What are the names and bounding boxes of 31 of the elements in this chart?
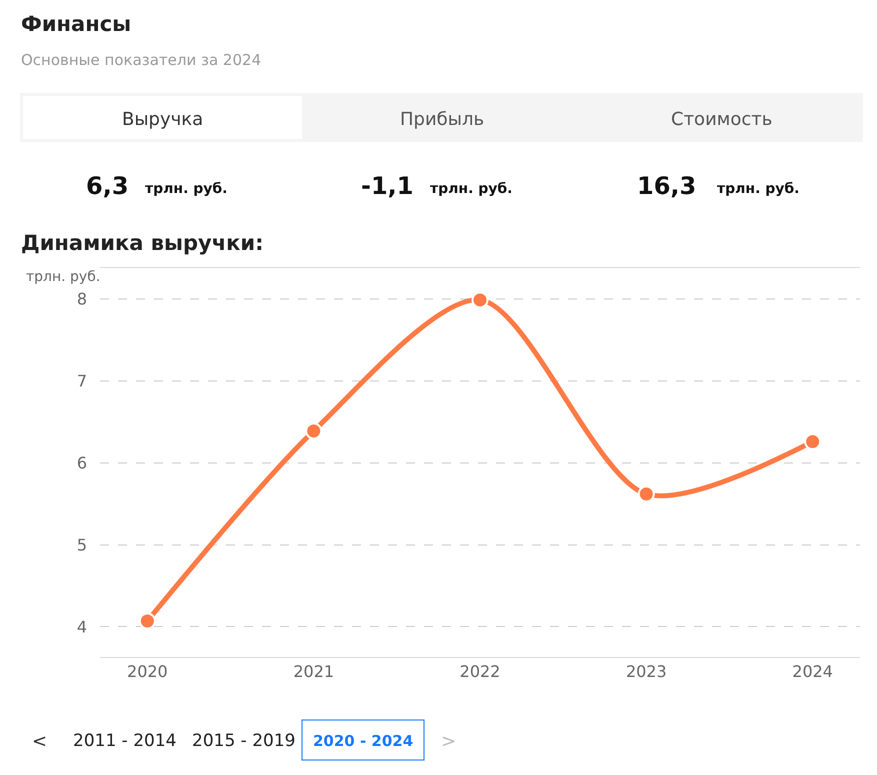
text: трлн. руб. <box>717 181 800 197</box>
x-tick-label: 2023 <box>626 662 667 682</box>
text: Стоимость <box>671 109 772 130</box>
y-tick-label: 5 <box>76 535 87 554</box>
text: 6,3 <box>86 172 129 200</box>
text: > <box>441 731 456 752</box>
x-tick-label: 2020 <box>127 662 168 682</box>
x-tick-label: 2022 <box>460 662 500 682</box>
text: -1,1 <box>361 172 414 200</box>
chart-subtitle: Основные показатели за 2024 <box>21 51 262 69</box>
point <box>138 612 156 630</box>
point <box>804 433 822 450</box>
chart-title: Финансы <box>21 12 132 36</box>
text: Динамика выручки: <box>21 231 264 255</box>
text: 2015 - 2019 <box>192 731 296 751</box>
text: 16,3 <box>637 172 696 200</box>
text: Выручка <box>122 109 204 130</box>
y-tick-label: 4 <box>76 617 87 636</box>
text: 2020 - 2024 <box>313 732 414 750</box>
y-axis-title: трлн. руб. <box>26 269 100 285</box>
x-tick-label: 2021 <box>293 662 334 682</box>
y-tick-label: 8 <box>76 290 87 309</box>
text: трлн. руб. <box>145 181 228 197</box>
point <box>305 422 322 440</box>
text: < <box>32 731 48 752</box>
y-tick-label: 6 <box>76 454 87 473</box>
text: 2011 - 2014 <box>73 731 176 751</box>
text: Прибыль <box>400 109 484 130</box>
y-tick-label: 7 <box>76 372 87 391</box>
text: трлн. руб. <box>430 181 512 197</box>
x-tick-label: 2024 <box>792 662 833 682</box>
